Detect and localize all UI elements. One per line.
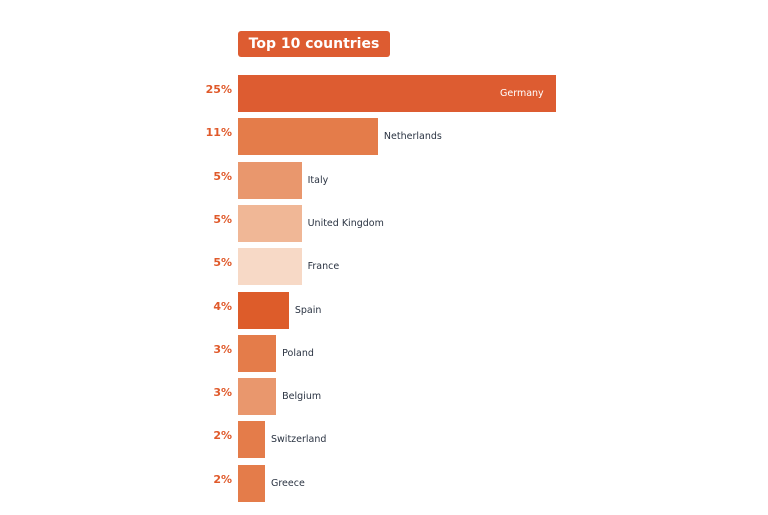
value-label: 25% [205, 83, 232, 96]
category-label: Poland [282, 347, 314, 359]
bar [238, 204, 302, 242]
value-label: 3% [213, 342, 232, 356]
category-label: Greece [271, 477, 305, 489]
value-label: 3% [213, 386, 232, 400]
bar [238, 421, 265, 459]
bar [238, 248, 302, 286]
chart-title: Top 10 countries [238, 31, 390, 57]
bar [238, 464, 265, 502]
value-label: 11% [205, 126, 232, 140]
bar [238, 291, 289, 329]
value-label: 2% [213, 429, 232, 443]
category-label: Switzerland [271, 434, 327, 446]
category-label: Italy [307, 174, 329, 186]
value-label: 4% [213, 299, 232, 313]
value-label: 5% [213, 169, 232, 183]
category-label: Spain [294, 304, 322, 316]
value-label: 5% [213, 256, 232, 270]
category-label: Germany [500, 88, 544, 99]
category-label: Belgium [282, 391, 322, 403]
bar [238, 161, 302, 199]
bar [238, 334, 277, 372]
bar [238, 118, 378, 156]
bar [238, 378, 277, 416]
bar [238, 75, 556, 112]
value-label: 5% [213, 212, 232, 226]
category-label: United Kingdom [307, 217, 384, 229]
value-label: 2% [213, 472, 232, 486]
category-label: Netherlands [383, 131, 442, 143]
category-label: France [307, 261, 340, 273]
